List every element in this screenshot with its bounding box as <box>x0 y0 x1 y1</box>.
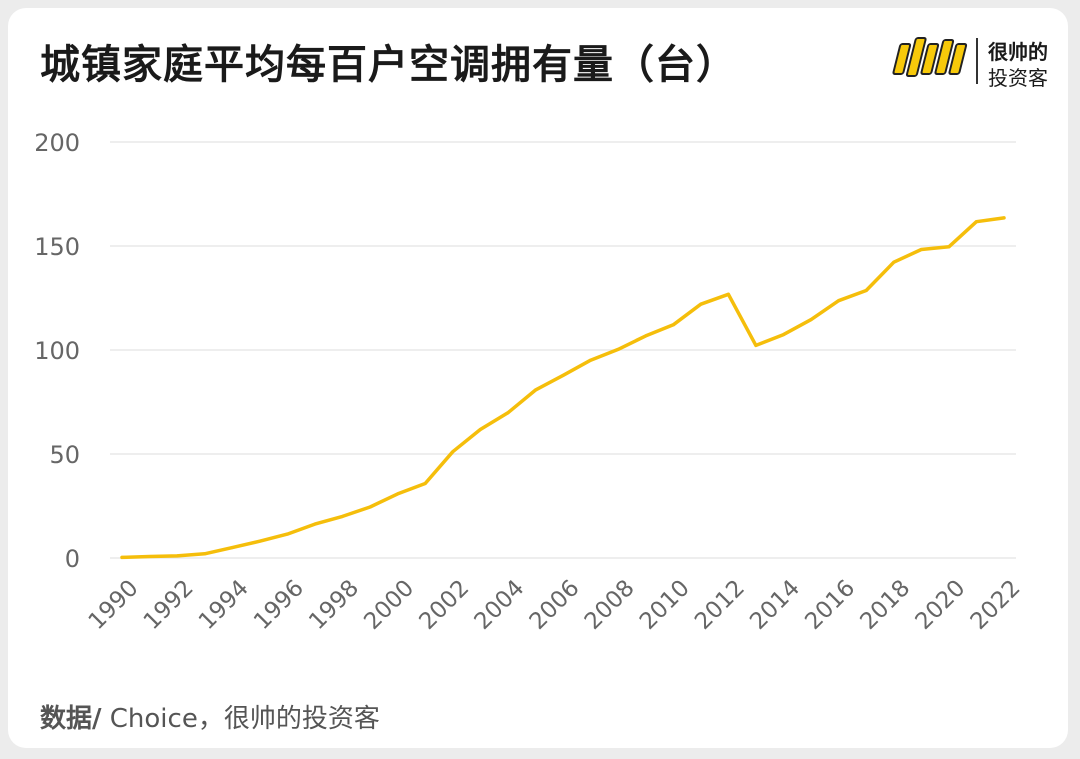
brand-divider <box>976 38 978 84</box>
data-point <box>396 492 400 496</box>
data-point <box>754 343 758 347</box>
series-line <box>120 216 1006 560</box>
data-point <box>120 555 124 559</box>
data-point <box>230 546 234 550</box>
x-tick-label: 1990 <box>84 575 144 635</box>
x-tick-label: 2008 <box>580 575 640 635</box>
data-point <box>341 514 344 518</box>
data-point <box>533 388 537 392</box>
data-point <box>974 220 978 224</box>
x-tick-label: 1996 <box>249 575 309 635</box>
source-label: 数据/ <box>40 704 102 734</box>
x-tick-label: 1994 <box>194 575 254 635</box>
y-tick-label: 200 <box>34 129 80 157</box>
x-tick-label: 2022 <box>966 575 1026 635</box>
data-point <box>726 292 730 296</box>
data-point <box>782 333 785 337</box>
data-point <box>368 505 372 509</box>
x-tick-label: 2010 <box>635 575 695 635</box>
x-tick-label: 2016 <box>800 575 860 635</box>
data-point <box>644 334 648 338</box>
data-point <box>423 482 427 486</box>
y-tick-label: 100 <box>34 337 80 365</box>
brand-mark-icon <box>892 37 968 77</box>
y-tick-label: 0 <box>65 545 80 573</box>
data-point <box>616 347 620 351</box>
x-tick-label: 2000 <box>359 575 419 635</box>
data-point <box>699 302 703 306</box>
data-point <box>285 532 289 536</box>
data-point <box>313 522 317 526</box>
data-point <box>478 427 482 431</box>
x-tick-label: 2002 <box>415 575 475 635</box>
x-tick-label: 2004 <box>470 575 530 635</box>
data-point <box>148 555 152 559</box>
brand-name-line2: 投资客 <box>988 66 1048 90</box>
x-tick-label: 2020 <box>911 575 971 635</box>
data-source: 数据/ Choice，很帅的投资客 <box>40 698 380 735</box>
brand-logo: 很帅的 投资客 <box>884 30 1064 90</box>
data-point <box>175 554 179 558</box>
data-point <box>451 450 455 454</box>
data-point <box>561 373 565 377</box>
data-point <box>506 411 510 415</box>
data-point <box>837 299 841 303</box>
line-chart: 0 50 100 150 200 1990199219941996199820002002… <box>34 129 1026 635</box>
data-point <box>947 245 951 249</box>
chart-card: 城镇家庭平均每百户空调拥有量（台） 很帅的 投资客 0 50 100 150 200 19… <box>8 8 1068 748</box>
y-tick-label: 150 <box>34 233 80 261</box>
y-tick-label: 50 <box>49 441 80 469</box>
x-tick-label: 2006 <box>525 575 585 635</box>
brand-name-line1: 很帅的 <box>988 40 1048 64</box>
data-point <box>809 318 813 322</box>
data-point <box>919 248 923 252</box>
x-tick-label: 1998 <box>304 575 364 635</box>
x-tick-label: 2018 <box>856 575 916 635</box>
data-point <box>258 539 262 543</box>
x-tick-label: 2014 <box>745 575 805 635</box>
data-point <box>203 552 207 556</box>
x-tick-label: 1992 <box>139 575 199 635</box>
data-point <box>589 358 593 362</box>
chart-title: 城镇家庭平均每百户空调拥有量（台） <box>40 42 737 88</box>
data-point <box>864 289 868 293</box>
x-tick-label: 2012 <box>690 575 750 635</box>
data-point <box>1002 216 1006 220</box>
data-point <box>671 323 675 327</box>
data-point <box>892 260 896 264</box>
source-text: Choice，很帅的投资客 <box>101 704 380 734</box>
